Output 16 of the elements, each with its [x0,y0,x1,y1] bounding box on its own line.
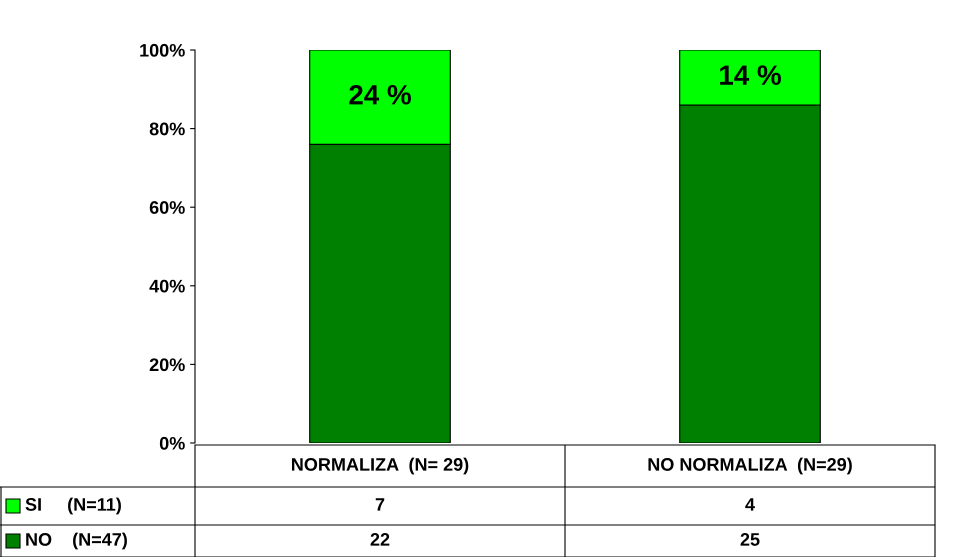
x-tick-label: NORMALIZA (N= 29) [292,458,468,474]
text: 22 [370,533,390,546]
legend-label: NO (N=47) [26,532,127,550]
y-tick-label: 0% [160,436,185,450]
x-tick-label: NO NORMALIZA (N=29) [648,458,852,474]
text: 7 [376,498,384,511]
y-tick-label: 40% [149,280,185,293]
legend-label: SI (N=11) [26,498,121,514]
text: 4 [745,498,755,511]
y-tick-label: 80% [150,122,185,136]
data-label: 14 % [720,65,781,85]
y-tick-label: 60% [150,201,185,214]
data-label: 24 % [349,84,411,105]
y-tick-label: 100% [140,44,185,57]
text: 25 [740,533,760,546]
y-tick-label: 20% [150,358,185,372]
